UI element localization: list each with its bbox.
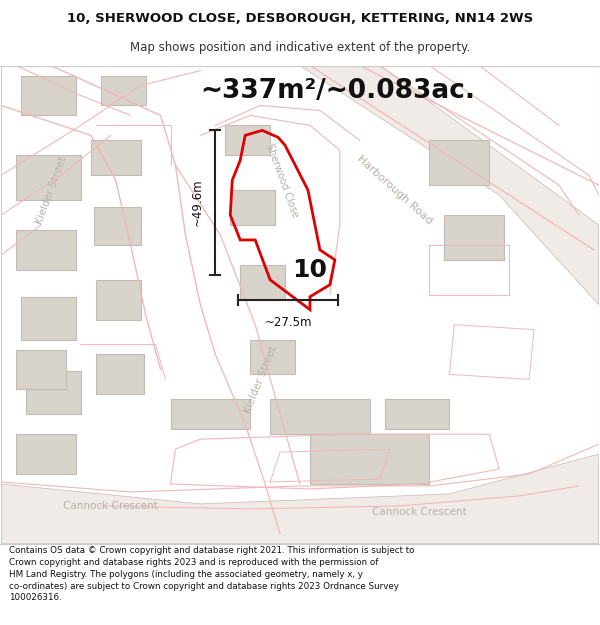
- Polygon shape: [310, 434, 430, 484]
- Polygon shape: [225, 126, 270, 155]
- Polygon shape: [16, 349, 66, 389]
- Polygon shape: [16, 230, 76, 270]
- Polygon shape: [430, 141, 489, 185]
- Polygon shape: [1, 454, 599, 544]
- Polygon shape: [445, 215, 504, 260]
- Polygon shape: [26, 371, 81, 414]
- Polygon shape: [270, 399, 370, 434]
- Polygon shape: [170, 399, 250, 429]
- Polygon shape: [91, 141, 140, 175]
- Text: Cannock Crescent: Cannock Crescent: [372, 507, 467, 517]
- Text: Harborough Road: Harborough Road: [355, 154, 434, 226]
- Text: 10, SHERWOOD CLOSE, DESBOROUGH, KETTERING, NN14 2WS: 10, SHERWOOD CLOSE, DESBOROUGH, KETTERIN…: [67, 12, 533, 25]
- Polygon shape: [94, 207, 140, 245]
- Text: Map shows position and indicative extent of the property.: Map shows position and indicative extent…: [130, 41, 470, 54]
- Polygon shape: [230, 190, 275, 225]
- Text: Sherwood Close: Sherwood Close: [264, 142, 300, 219]
- Text: Cannock Crescent: Cannock Crescent: [64, 501, 158, 511]
- Text: Contains OS data © Crown copyright and database right 2021. This information is : Contains OS data © Crown copyright and d…: [9, 546, 415, 602]
- Polygon shape: [21, 76, 76, 116]
- Polygon shape: [21, 297, 76, 339]
- Text: 10: 10: [292, 258, 328, 282]
- Polygon shape: [240, 265, 285, 300]
- Polygon shape: [16, 434, 76, 474]
- Text: ~27.5m: ~27.5m: [264, 316, 312, 329]
- Polygon shape: [285, 66, 599, 304]
- Polygon shape: [250, 339, 295, 374]
- Polygon shape: [385, 399, 449, 429]
- Polygon shape: [96, 280, 140, 319]
- Text: ~49.6m: ~49.6m: [190, 179, 203, 226]
- Polygon shape: [96, 354, 143, 394]
- Text: Kielder Street: Kielder Street: [242, 344, 278, 414]
- Polygon shape: [16, 155, 81, 200]
- Text: ~337m²/~0.083ac.: ~337m²/~0.083ac.: [200, 78, 475, 104]
- Polygon shape: [101, 76, 146, 106]
- Text: Kielder Street: Kielder Street: [34, 155, 68, 226]
